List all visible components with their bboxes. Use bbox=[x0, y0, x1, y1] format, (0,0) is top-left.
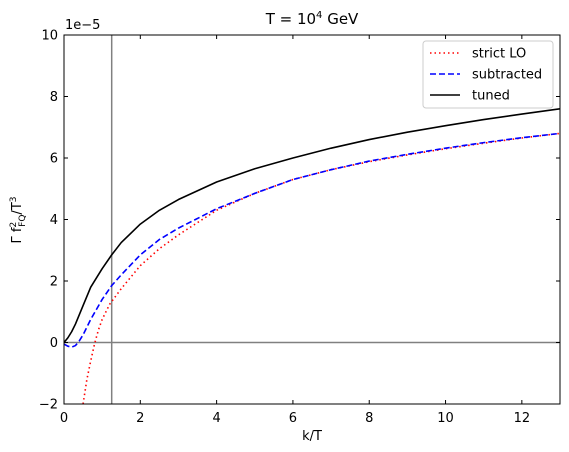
series-group bbox=[64, 108, 560, 404]
y-tick-label: −2 bbox=[39, 398, 58, 413]
x-tick-label: 6 bbox=[289, 411, 297, 426]
series-line-subtracted bbox=[64, 132, 560, 348]
x-tick-label: 4 bbox=[212, 411, 220, 426]
y-tick-label: 4 bbox=[50, 213, 58, 228]
x-tick-label: 0 bbox=[60, 411, 68, 426]
legend-label: tuned bbox=[472, 89, 510, 104]
y-tick-label: 0 bbox=[50, 336, 58, 351]
x-axis: 0 2 4 6 8 10 12 bbox=[60, 35, 530, 426]
y-axis-title: Γ f2FQ/T3 bbox=[9, 196, 28, 243]
y-axis: −2 0 2 4 6 8 10 bbox=[39, 29, 560, 413]
legend-label: subtracted bbox=[472, 68, 542, 83]
y-tick-label: 6 bbox=[50, 152, 58, 167]
y-offset-text: 1e−5 bbox=[65, 18, 100, 33]
legend: strict LO subtracted tuned bbox=[422, 40, 554, 109]
legend-box bbox=[422, 40, 554, 109]
series-line-tuned bbox=[64, 108, 560, 344]
chart-title: T = 104 GeV bbox=[265, 10, 359, 28]
x-tick-label: 10 bbox=[437, 411, 454, 426]
y-tick-label: 8 bbox=[50, 90, 58, 105]
x-tick-label: 2 bbox=[136, 411, 144, 426]
x-tick-label: 8 bbox=[365, 411, 373, 426]
x-tick-label: 12 bbox=[514, 411, 531, 426]
series-line-strict-lo bbox=[82, 132, 560, 404]
reference-lines bbox=[64, 35, 560, 404]
y-tick-label: 10 bbox=[41, 29, 58, 44]
y-tick-label: 2 bbox=[50, 275, 58, 290]
legend-label: strict LO bbox=[472, 47, 526, 62]
x-axis-title: k/T bbox=[302, 429, 322, 444]
